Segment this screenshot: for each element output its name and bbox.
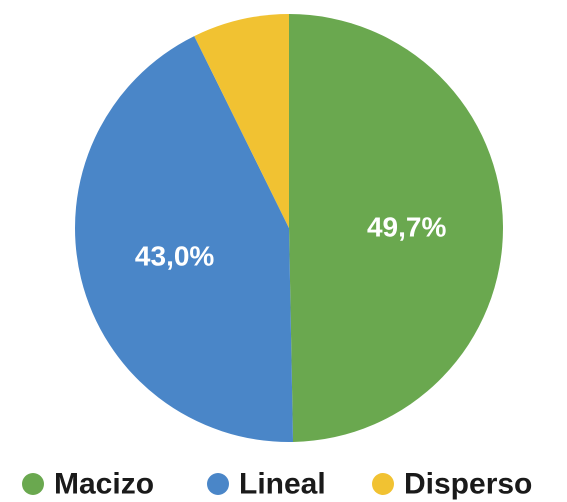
pie-slice-disperso	[194, 14, 289, 228]
legend-label-disperso: Disperso	[404, 468, 532, 501]
slice-label-macizo: 49,7%	[367, 211, 446, 242]
pie-slice-labels: 49,7% 43,0%	[135, 211, 447, 271]
legend-marker-macizo	[22, 473, 44, 495]
chart-legend: Macizo Lineal Disperso	[22, 468, 532, 501]
legend-marker-lineal	[207, 473, 229, 495]
legend-marker-disperso	[372, 473, 394, 495]
legend-item-disperso: Disperso	[372, 468, 532, 501]
legend-label-lineal: Lineal	[239, 468, 326, 501]
pie-slices	[75, 14, 503, 443]
legend-label-macizo: Macizo	[54, 468, 154, 501]
slice-label-lineal: 43,0%	[135, 240, 214, 271]
legend-item-lineal: Lineal	[207, 468, 326, 501]
pie-slice-macizo	[289, 14, 503, 442]
legend-item-macizo: Macizo	[22, 468, 154, 501]
pie-slice-lineal	[75, 36, 294, 443]
